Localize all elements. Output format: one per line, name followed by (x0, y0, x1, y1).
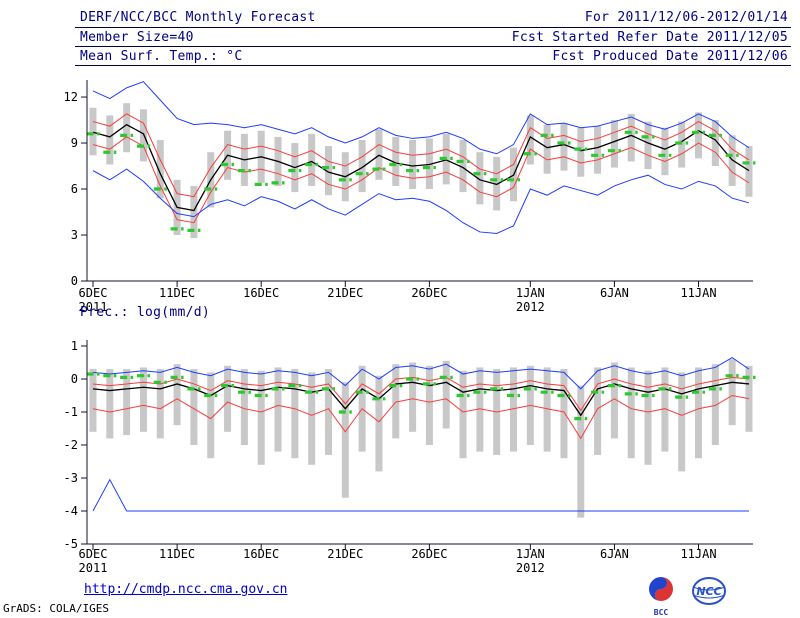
temperature-title: Mean Surf. Temp.: °C (80, 49, 243, 64)
svg-text:-1: -1 (64, 405, 78, 419)
svg-text:11JAN: 11JAN (680, 286, 716, 300)
svg-text:11DEC: 11DEC (159, 286, 195, 300)
ncc-logo-globe-icon: NCC (692, 577, 726, 605)
svg-text:0: 0 (71, 274, 78, 288)
svg-text:-4: -4 (64, 504, 78, 518)
svg-text:16DEC: 16DEC (243, 286, 279, 300)
svg-text:0: 0 (71, 372, 78, 386)
svg-text:26DEC: 26DEC (411, 547, 447, 561)
precipitation-title: Prec.: log(mm/d) (80, 305, 211, 320)
svg-text:12: 12 (64, 90, 78, 104)
svg-text:6JAN: 6JAN (600, 547, 629, 561)
svg-text:6DEC: 6DEC (79, 547, 108, 561)
fcst-produced-label: Fcst Produced Date 2011/12/06 (552, 49, 788, 64)
svg-text:2011: 2011 (79, 561, 108, 575)
svg-text:-2: -2 (64, 438, 78, 452)
svg-text:2012: 2012 (516, 300, 545, 314)
svg-text:9: 9 (71, 136, 78, 150)
svg-text:6DEC: 6DEC (79, 286, 108, 300)
forecast-range-label: For 2011/12/06-2012/01/14 (584, 10, 788, 25)
member-size-label: Member Size=40 (80, 30, 194, 45)
ncc-logo-label: NCC (696, 585, 721, 598)
svg-text:-3: -3 (64, 471, 78, 485)
svg-text:1: 1 (71, 339, 78, 353)
svg-text:3: 3 (71, 228, 78, 242)
bcc-logo: BCC (644, 574, 678, 617)
bcc-logo-label: BCC (653, 608, 669, 617)
svg-text:6JAN: 6JAN (600, 286, 629, 300)
grads-credit: GrADS: COLA/IGES (3, 602, 109, 615)
fcst-started-label: Fcst Started Refer Date 2011/12/05 (511, 30, 788, 45)
bcc-logo-swirl-icon (649, 577, 673, 601)
svg-text:21DEC: 21DEC (327, 286, 363, 300)
svg-text:2011: 2011 (79, 300, 108, 314)
header-divider-1 (75, 27, 791, 28)
svg-text:21DEC: 21DEC (327, 547, 363, 561)
ncc-logo: NCC (686, 574, 732, 616)
page-title: DERF/NCC/BCC Monthly Forecast (80, 10, 316, 25)
svg-text:1JAN: 1JAN (516, 547, 545, 561)
svg-text:1JAN: 1JAN (516, 286, 545, 300)
website-link[interactable]: http://cmdp.ncc.cma.gov.cn (84, 582, 288, 597)
svg-text:-5: -5 (64, 537, 78, 551)
svg-text:6: 6 (71, 182, 78, 196)
svg-text:11DEC: 11DEC (159, 547, 195, 561)
svg-text:2012: 2012 (516, 561, 545, 575)
svg-text:26DEC: 26DEC (411, 286, 447, 300)
svg-text:16DEC: 16DEC (243, 547, 279, 561)
header-divider-2 (75, 46, 791, 47)
svg-text:11JAN: 11JAN (680, 547, 716, 561)
header-divider-3 (75, 65, 791, 66)
